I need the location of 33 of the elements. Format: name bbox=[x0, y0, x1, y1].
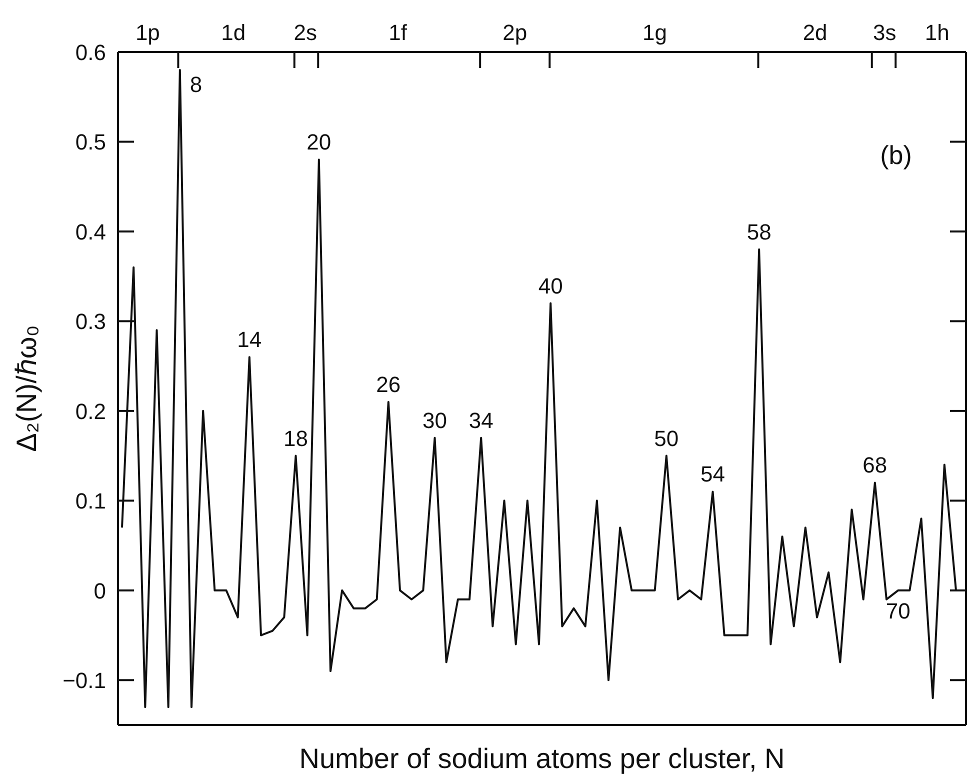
annotation: 20 bbox=[306, 130, 332, 155]
text: 2s bbox=[294, 20, 318, 45]
y-tick-label: 0.1 bbox=[75, 488, 106, 514]
annotation: (b) bbox=[880, 140, 912, 170]
text: 1p bbox=[135, 20, 160, 45]
annotation: 50 bbox=[654, 426, 679, 451]
text: 1g bbox=[642, 20, 668, 45]
annotation: 8 bbox=[190, 72, 202, 97]
y-tick-label: 0.5 bbox=[75, 130, 106, 155]
text: 1d bbox=[221, 20, 246, 45]
annotation: 14 bbox=[237, 327, 262, 352]
y-tick-label: 0.3 bbox=[75, 309, 106, 334]
text: 1h bbox=[924, 20, 950, 45]
x-axis-title: Number of sodium atoms per cluster, N bbox=[299, 743, 785, 774]
y-axis-title: Δ₂(N)/ℏω₀ bbox=[11, 325, 42, 452]
annotation: 18 bbox=[284, 426, 308, 451]
y-tick-label: −0.1 bbox=[62, 668, 106, 694]
y-tick-label: 0 bbox=[94, 578, 106, 604]
annotation: 54 bbox=[700, 462, 725, 487]
y-tick-label: 0.2 bbox=[75, 398, 106, 424]
annotation: 58 bbox=[746, 219, 772, 244]
text: 2d bbox=[802, 20, 828, 45]
annotation: 40 bbox=[538, 273, 563, 298]
text: 3s bbox=[872, 20, 896, 45]
text: 2p bbox=[502, 20, 528, 45]
text: 1f bbox=[388, 20, 408, 45]
y-tick-label: 0.4 bbox=[75, 219, 106, 244]
annotation: 26 bbox=[376, 372, 401, 397]
annotation: 68 bbox=[862, 452, 888, 478]
annotation: 30 bbox=[422, 408, 447, 433]
annotation: 34 bbox=[468, 408, 494, 433]
annotation: 70 bbox=[886, 598, 910, 624]
y-tick-label: 0.6 bbox=[75, 40, 106, 65]
